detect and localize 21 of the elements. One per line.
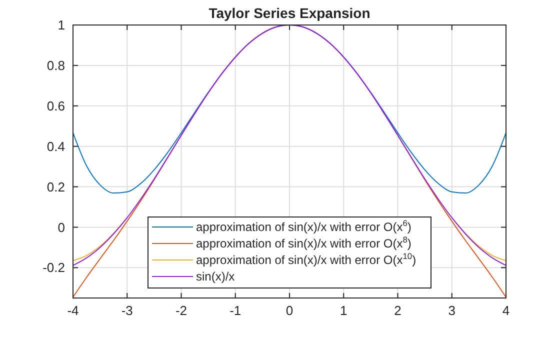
legend-label: approximation of sin(x)/x with error O(x$^{8}$) [196, 234, 412, 251]
chart-title: Taylor Series Expansion [208, 5, 370, 21]
legend-label: approximation of sin(x)/x with error O(x$^{6}$) [196, 218, 412, 234]
x-tick-label: 2 [394, 303, 402, 318]
x-tick-label: 4 [502, 303, 510, 318]
legend-label: sin(x)/x [196, 270, 235, 284]
x-tick-label: 3 [448, 303, 456, 318]
y-tick-label: 1 [58, 18, 65, 33]
x-tick-label: -2 [175, 303, 188, 318]
x-tick-label: -4 [67, 303, 79, 318]
x-tick-label: 1 [340, 303, 348, 318]
y-tick-label: -0.2 [42, 260, 65, 276]
x-tick-label: -3 [121, 303, 133, 318]
y-tick-label: 0.2 [46, 179, 65, 194]
legend-label: approximation of sin(x)/x with error O(x$^{10}$) [196, 251, 416, 268]
y-tick-label: 0.4 [46, 138, 65, 154]
x-tick-label: -1 [230, 303, 242, 318]
y-tick-label: 0 [58, 220, 65, 235]
y-tick-label: 0.6 [46, 98, 65, 114]
y-tick-label: 0.8 [46, 58, 65, 73]
x-tick-label: 0 [286, 303, 294, 318]
